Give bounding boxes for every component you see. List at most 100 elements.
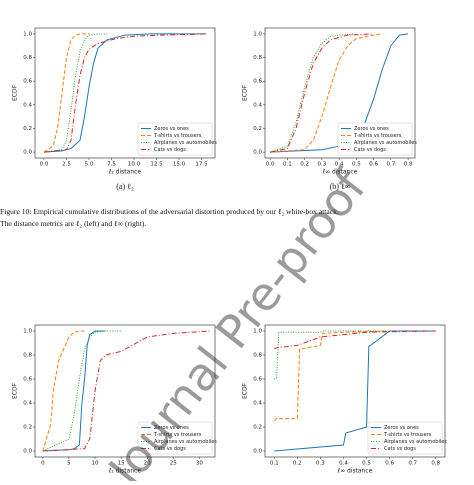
ecdf-line — [270, 33, 383, 153]
ecdf-line — [273, 330, 390, 380]
legend-label: T-shirts vs trousers — [353, 133, 402, 139]
x-tick-label: 0.6 — [385, 461, 394, 467]
y-tick-label: 0.4 — [253, 401, 262, 407]
y-tick-label: 0.0 — [253, 150, 262, 156]
y-tick-label: 0.0 — [23, 150, 32, 156]
legend-label: Airplanes vs automobiles — [354, 140, 417, 146]
ecdf-line — [43, 33, 89, 153]
subcaption: (b) ℓ∞ — [330, 182, 351, 191]
y-tick-label: 0.8 — [253, 55, 262, 61]
y-tick-label: 0.2 — [253, 425, 262, 431]
x-tick-label: 0.5 — [352, 162, 361, 168]
y-axis-label: ECDF — [12, 382, 19, 399]
x-axis-label: ℓ∞ distance — [337, 468, 373, 475]
x-tick-label: 0 — [41, 461, 45, 467]
plot-frame — [264, 324, 446, 458]
ecdf-line — [42, 330, 85, 452]
legend-label: Cats vs dogs — [384, 446, 416, 452]
legend-label: Cats vs dogs — [154, 147, 186, 153]
plot-frame — [34, 324, 216, 458]
x-tick-label: 0.7 — [408, 461, 417, 467]
x-tick-label: 0.2 — [293, 461, 302, 467]
x-axis-label: ℓ∞ distance — [322, 169, 358, 176]
x-tick-label: 0.1 — [283, 162, 292, 168]
x-tick-label: 0.8 — [431, 461, 440, 467]
x-tick-label: 12.5 — [150, 162, 163, 168]
legend-label: Cats vs dogs — [354, 147, 386, 153]
ecdf-line — [42, 330, 106, 452]
ecdf-line — [273, 330, 390, 422]
x-tick-label: 15 — [118, 461, 125, 467]
legend-label: T-shirts vs trousers — [153, 133, 202, 139]
y-tick-label: 0.6 — [23, 377, 32, 383]
x-tick-label: 10 — [92, 461, 99, 467]
x-tick-label: 7.5 — [107, 162, 116, 168]
ecdf-line — [273, 330, 436, 350]
y-tick-label: 0.0 — [253, 449, 262, 455]
x-axis-label: ℓ₂ distance — [108, 169, 142, 176]
y-tick-label: 1.0 — [23, 329, 32, 335]
x-tick-label: 0.4 — [335, 162, 344, 168]
figure-caption: The distance metrics are ℓ₂ (left) and ℓ… — [0, 219, 146, 228]
legend-label: T-shirts vs trousers — [383, 432, 432, 438]
x-axis-label: ℓ₂ distance — [108, 468, 142, 475]
x-tick-label: 10.0 — [128, 162, 141, 168]
legend-box — [137, 122, 213, 156]
y-tick-label: 0.4 — [23, 401, 32, 407]
legend-label: Airplanes vs automobiles — [154, 140, 217, 146]
x-tick-label: 5 — [67, 461, 71, 467]
x-tick-label: 0.3 — [318, 162, 327, 168]
y-tick-label: 0.4 — [253, 102, 262, 108]
y-axis-label: ECDF — [242, 382, 249, 399]
y-tick-label: 1.0 — [253, 329, 262, 335]
ecdf-line — [270, 33, 409, 153]
y-tick-label: 0.8 — [23, 55, 32, 61]
x-tick-label: 0.2 — [300, 162, 309, 168]
x-tick-label: 0.6 — [369, 162, 378, 168]
ecdf-line — [42, 330, 122, 452]
legend-box — [367, 421, 443, 455]
x-tick-label: 0.4 — [339, 461, 348, 467]
x-tick-label: 2.5 — [62, 162, 71, 168]
ecdf-line — [270, 33, 357, 153]
y-tick-label: 0.8 — [253, 353, 262, 359]
y-tick-label: 1.0 — [253, 31, 262, 37]
figure-caption: Figure 10: Empirical cumulative distribu… — [0, 207, 339, 216]
x-tick-label: 0.5 — [362, 461, 371, 467]
legend-label: Zeros vs ones — [154, 126, 189, 132]
x-tick-label: 17.5 — [195, 162, 208, 168]
x-tick-label: 0.3 — [316, 461, 325, 467]
x-tick-label: 0.8 — [404, 162, 413, 168]
y-tick-label: 0.2 — [23, 126, 32, 132]
y-tick-label: 0.4 — [23, 102, 32, 108]
legend-label: Airplanes vs automobiles — [384, 439, 447, 445]
ecdf-line — [43, 33, 107, 153]
legend-box — [137, 421, 213, 455]
y-tick-label: 0.2 — [23, 425, 32, 431]
subcaption: (a) ℓ₂ — [116, 182, 134, 191]
legend-box — [337, 122, 413, 156]
x-tick-label: 0.0 — [266, 162, 275, 168]
plot-frame — [34, 27, 216, 159]
y-axis-label: ECDF — [12, 84, 19, 101]
legend-label: Cats vs dogs — [154, 446, 186, 452]
x-tick-label: 0.1 — [270, 461, 279, 467]
y-tick-label: 0.2 — [253, 126, 262, 132]
ecdf-line — [43, 33, 207, 153]
x-tick-label: 0.0 — [40, 162, 49, 168]
y-tick-label: 0.6 — [253, 79, 262, 85]
plot-frame — [264, 27, 416, 159]
legend-label: Zeros vs ones — [384, 425, 419, 431]
legend-label: Zeros vs ones — [354, 126, 389, 132]
ecdf-line — [42, 330, 210, 452]
legend-label: Zeros vs ones — [154, 425, 189, 431]
y-tick-label: 0.6 — [23, 79, 32, 85]
ecdf-line — [270, 33, 374, 153]
y-axis-label: ECDF — [242, 84, 249, 101]
legend-label: Airplanes vs automobiles — [154, 439, 217, 445]
x-tick-label: 30 — [196, 461, 203, 467]
x-tick-label: 0.7 — [386, 162, 395, 168]
x-tick-label: 25 — [170, 461, 177, 467]
x-tick-label: 5.0 — [85, 162, 94, 168]
